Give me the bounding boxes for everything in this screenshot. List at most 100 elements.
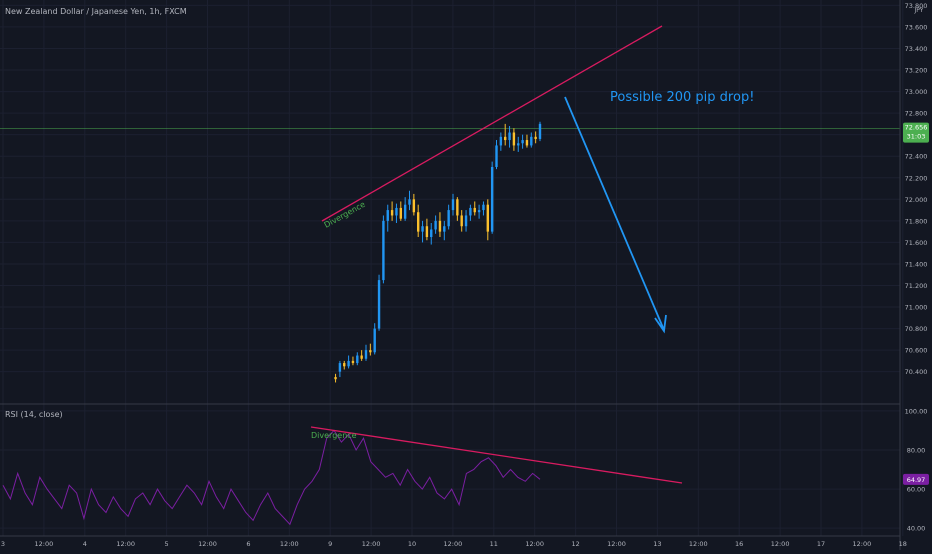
candle [403,197,407,221]
price-tick-label: 72.400 [905,153,928,161]
time-tick-label: 12:00 [362,540,381,548]
candle [508,126,511,148]
candle [334,373,337,383]
candle [490,161,494,234]
time-tick-label: 12:00 [525,540,544,548]
time-tick-label: 6 [246,540,250,548]
divergence-annotation-rsi[interactable]: Divergence [311,431,357,440]
candle [338,360,342,378]
price-tick-label: 73.000 [905,88,928,96]
time-tick-label: 9 [328,540,332,548]
candle [347,355,350,369]
price-tick-label: 73.400 [905,45,928,53]
candle [408,190,411,211]
rsi-axis[interactable]: 100.00 80.00 60.00 40.00 [905,407,928,532]
price-tick-label: 71.000 [905,304,928,312]
divergence-annotation-price[interactable]: Divergence [323,200,367,230]
candle [495,140,498,170]
price-tick-label: 73.600 [905,23,928,31]
price-tick-label: 73.200 [905,67,928,75]
last-price-badge: 72.656 31:03 [903,122,929,143]
price-axis[interactable]: 73.800 73.600 73.400 73.200 73.000 72.800 72.6… [905,2,928,376]
candle [438,212,442,238]
candle [512,128,516,151]
price-tick-label: 70.400 [905,368,928,376]
time-tick-label: 17 [817,540,825,548]
time-tick-label: 12:00 [689,540,708,548]
time-tick-label: 4 [83,540,87,548]
time-tick-label: 10 [408,540,416,548]
time-tick-label: 12:00 [198,540,217,548]
rsi-tick-label: 60.00 [907,486,926,494]
candle [443,220,446,241]
candle [477,204,481,219]
candle [377,274,381,331]
candle [373,323,376,355]
rsi-tick-label: 80.00 [907,446,926,454]
time-tick-label: 18 [899,540,907,548]
price-tick-label: 71.600 [905,239,928,247]
rsi-tick-label: 100.00 [905,407,928,415]
price-chart-title: New Zealand Dollar / Japanese Yen, 1h, F… [5,7,187,16]
candle [395,203,398,224]
rsi-tick-label: 40.00 [907,525,926,533]
candle [434,215,437,234]
time-tick-label: 12:00 [116,540,135,548]
time-axis[interactable]: 3 12:00 4 12:00 5 12:00 6 12:00 9 12:00 10 12:00 11 1… [1,540,907,548]
rsi-title: RSI (14, close) [5,410,63,419]
candlestick-series [334,121,542,383]
price-tick-label: 70.600 [905,347,928,355]
candle [356,352,359,366]
candle [517,136,520,152]
price-tick-label: 73.800 [905,2,928,10]
price-tick-label: 70.800 [905,325,928,333]
candle [534,131,537,144]
candle [425,218,429,241]
price-tick-label: 71.800 [905,217,928,225]
time-tick-label: 12:00 [35,540,54,548]
time-tick-label: 12 [571,540,579,548]
bar-countdown: 31:03 [907,133,926,141]
candle [460,210,463,232]
last-price-value: 72.656 [905,124,928,132]
candle [530,132,533,148]
rsi-divergence-trendline[interactable] [310,426,683,484]
candle [521,134,524,149]
candle [386,204,389,232]
down-arrow-drawing[interactable] [564,96,667,334]
candle [525,134,529,148]
candle [343,360,346,370]
time-tick-label: 12:00 [771,540,790,548]
price-tick-label: 71.400 [905,260,928,268]
candle [430,223,433,245]
price-tick-label: 72.200 [905,174,928,182]
candle [447,204,450,230]
time-tick-label: 3 [1,540,5,548]
candle [351,356,355,366]
price-tick-label: 71.200 [905,282,928,290]
pip-drop-annotation[interactable]: Possible 200 pip drop! [610,90,754,105]
time-tick-label: 12:00 [444,540,463,548]
candle [464,210,468,232]
candle [412,193,416,216]
candle [456,197,459,221]
rsi-value-badge: 64.97 [903,473,929,485]
rsi-last-value: 64.97 [907,476,926,484]
grid [0,0,904,536]
price-tick-label: 72.000 [905,196,928,204]
candle [390,201,394,221]
candle [364,344,368,361]
time-tick-label: 11 [490,540,498,548]
candle [482,201,485,216]
time-tick-label: 16 [735,540,743,548]
candle [486,199,489,241]
currency-label: JPY [914,7,924,14]
time-tick-label: 12:00 [607,540,626,548]
rsi-line [2,429,541,526]
resistance-trendline[interactable] [321,25,663,222]
candle [369,343,372,356]
time-tick-label: 12:00 [280,540,299,548]
candle [451,193,455,216]
